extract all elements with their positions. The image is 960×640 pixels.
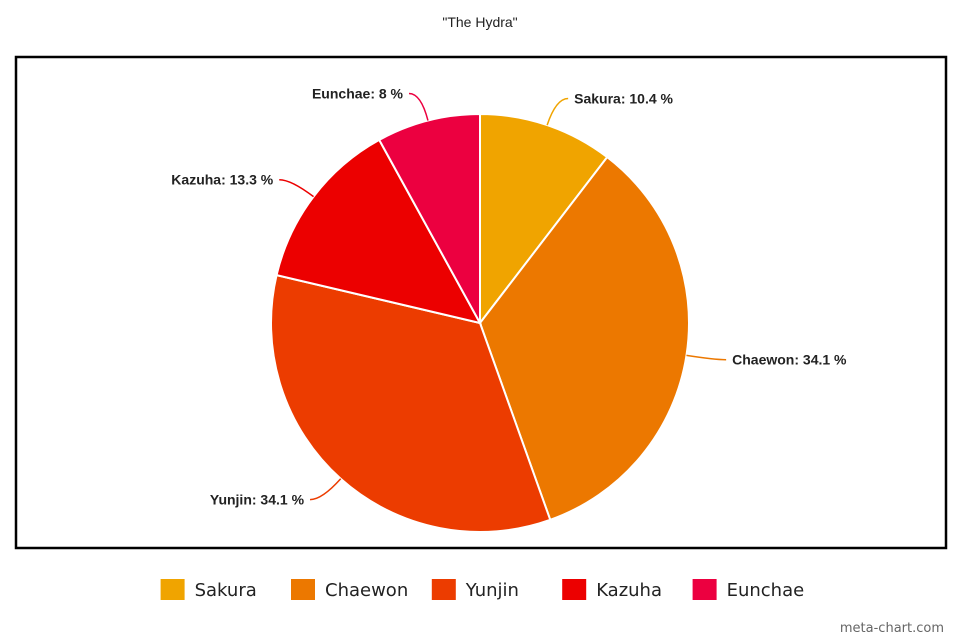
pie-slice-yunjin — [270, 273, 552, 533]
legend-item-yunjin: Yunjin — [431, 579, 519, 601]
pie-slice-eunchae — [377, 112, 481, 324]
leader-line-chaewon — [686, 354, 727, 361]
legend-label-chaewon: Chaewon — [325, 580, 408, 601]
slice-label-eunchae: Eunchae: 8 % — [312, 85, 404, 101]
legend-item-chaewon: Chaewon — [291, 579, 408, 601]
legend-label-sakura: Sakura — [195, 580, 257, 601]
legend-swatch-kazuha — [562, 579, 587, 600]
leader-line-yunjin — [309, 478, 342, 501]
chart-title: "The Hydra" — [442, 14, 517, 30]
legend-swatch-eunchae — [692, 579, 717, 600]
legend: Sakura Chaewon Yunjin Kazuha Eunchae — [160, 579, 805, 601]
slice-label-sakura: Sakura: 10.4 % — [574, 91, 673, 107]
slice-label-kazuha: Kazuha: 13.3 % — [171, 172, 273, 188]
legend-label-yunjin: Yunjin — [465, 580, 519, 601]
legend-label-kazuha: Kazuha — [596, 580, 662, 601]
pie-slices — [270, 112, 690, 533]
legend-item-kazuha: Kazuha — [562, 579, 662, 601]
slice-labels: Sakura: 10.4 % Chaewon: 34.1 % Yunjin: 34.… — [171, 85, 847, 507]
legend-swatch-chaewon — [291, 579, 315, 600]
pie-slice-kazuha — [275, 138, 482, 325]
legend-swatch-yunjin — [431, 579, 456, 600]
leader-line-kazuha — [279, 178, 314, 198]
legend-swatch-sakura — [160, 579, 185, 600]
leader-line-eunchae — [408, 92, 429, 121]
legend-item-eunchae: Eunchae — [692, 579, 805, 601]
slice-label-chaewon: Chaewon: 34.1 % — [732, 352, 847, 368]
slice-label-yunjin: Yunjin: 34.1 % — [210, 492, 305, 508]
credit-text: meta-chart.com — [840, 621, 944, 636]
label-leaders — [279, 92, 727, 501]
legend-item-sakura: Sakura — [160, 579, 257, 601]
legend-label-eunchae: Eunchae — [727, 580, 805, 601]
leader-line-sakura — [546, 97, 569, 126]
